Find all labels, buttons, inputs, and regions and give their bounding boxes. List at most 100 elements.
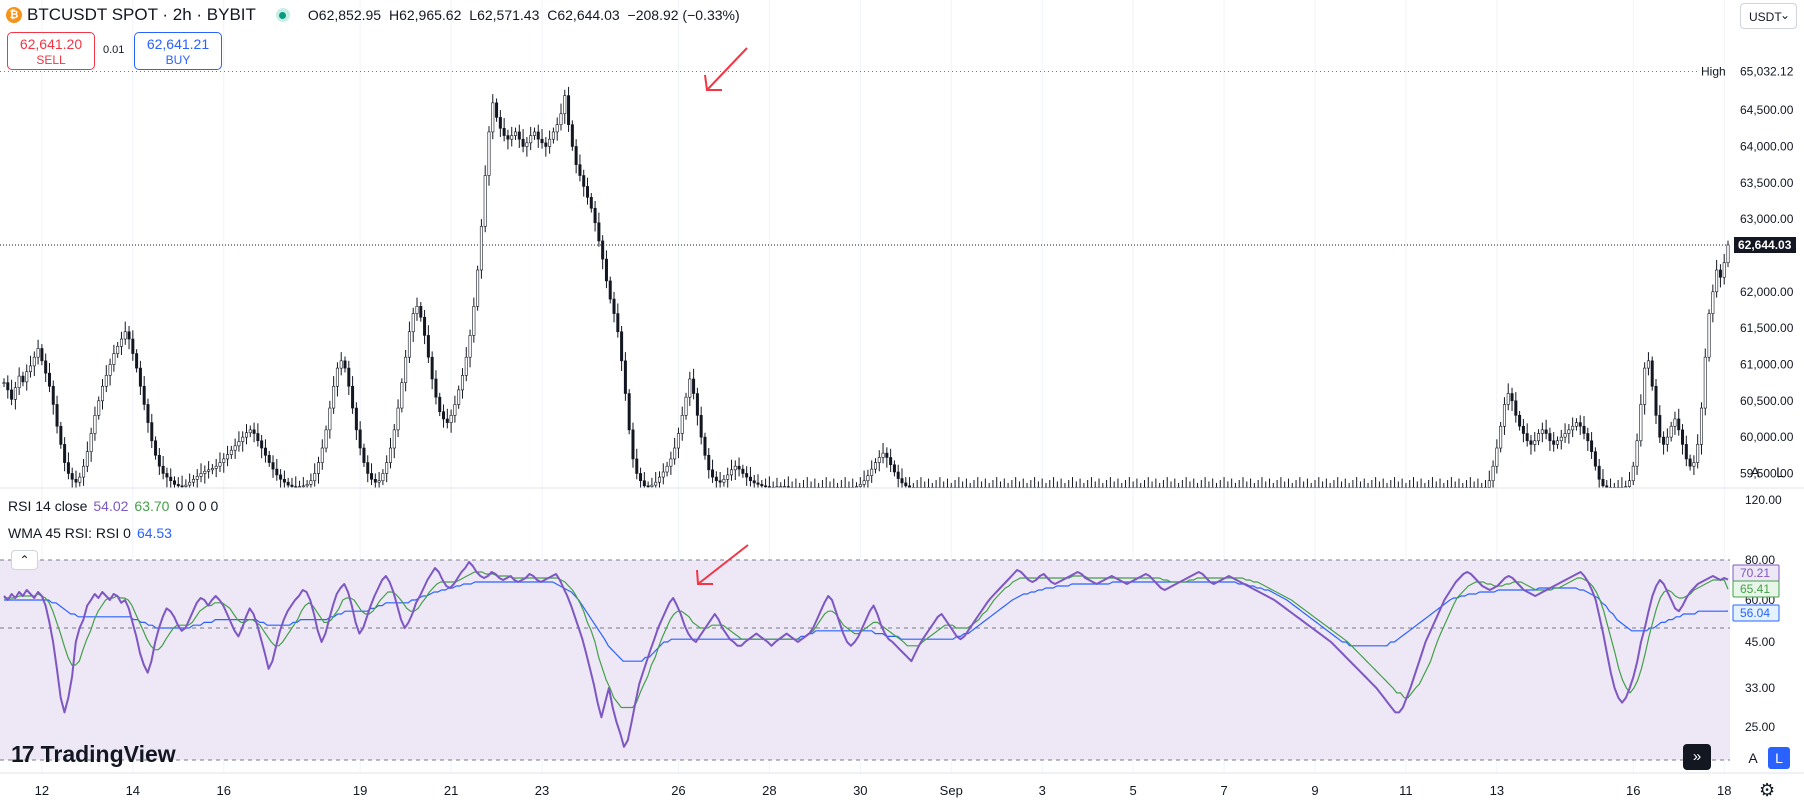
- tradingview-logo[interactable]: 17 TradingView: [11, 741, 176, 768]
- rsi-last-value: 70.21: [1740, 566, 1770, 580]
- time-axis-tick: 23: [535, 783, 549, 798]
- tradingview-logo-icon: 17: [11, 741, 35, 767]
- time-axis-tick: 16: [217, 783, 231, 798]
- price-axis-tick: 64,000.00: [1740, 139, 1794, 153]
- candle-body: [559, 113, 563, 125]
- candle-body: [108, 364, 112, 376]
- candle-body: [870, 468, 874, 476]
- chevron-down-icon: ⌄: [1779, 8, 1790, 22]
- candle-body: [673, 447, 677, 460]
- price-auto-scale-button[interactable]: A: [1750, 464, 1760, 480]
- candle-body: [1552, 440, 1556, 445]
- candle-body: [407, 331, 411, 358]
- candle-body: [404, 356, 408, 383]
- candle-body: [586, 186, 590, 198]
- candle-body: [1567, 429, 1571, 434]
- candle-body: [514, 131, 518, 136]
- candle-body: [74, 478, 78, 483]
- candle-body: [1601, 478, 1605, 487]
- candle-body: [684, 396, 688, 416]
- candle-body: [6, 382, 10, 391]
- annotation-arrow-rsi[interactable]: [696, 544, 749, 585]
- candle-body: [256, 433, 260, 442]
- candle-body: [1574, 422, 1578, 427]
- candle-body: [207, 469, 211, 472]
- time-axis[interactable]: 12 14 16 19 21 23 26 28 30 Sep 3 5 7 9 11 13 16 18: [35, 783, 1732, 798]
- rsi-series: [3, 561, 1729, 748]
- candle-body: [1563, 433, 1567, 438]
- candle-body: [529, 135, 533, 144]
- wma-legend[interactable]: WMA 45 RSI: RSI 0 64.53: [8, 525, 172, 541]
- rsi-axis[interactable]: 120.0080.0060.0045.0033.0025.0070.2165.4…: [1732, 493, 1782, 734]
- candle-body: [305, 484, 309, 487]
- candle-body: [203, 470, 207, 474]
- candle-body: [1590, 440, 1594, 452]
- tradingview-wordmark: TradingView: [40, 741, 176, 767]
- candle-body: [680, 415, 684, 434]
- candle-body: [570, 124, 574, 147]
- candle-body: [532, 131, 536, 136]
- candle-body: [1699, 407, 1703, 445]
- collapse-legend-button[interactable]: ⌃: [11, 550, 38, 570]
- currency-select[interactable]: USDT ⌄: [1740, 3, 1797, 29]
- annotation-arrow-price[interactable]: [704, 47, 748, 91]
- rsi-ma-legend-value: 63.70: [134, 498, 170, 514]
- candle-body: [438, 396, 442, 412]
- candle-body: [233, 445, 237, 451]
- rsi-log-scale-button[interactable]: L: [1768, 747, 1790, 769]
- candle-body: [1571, 425, 1575, 431]
- candle-body: [904, 482, 908, 487]
- candle-body: [1688, 458, 1692, 467]
- candle-body: [290, 484, 294, 487]
- rsi-auto-scale-button[interactable]: A: [1748, 750, 1758, 766]
- price-axis[interactable]: 64,500.00 64,000.00 63,500.00 63,000.00 62,0…: [1701, 64, 1796, 480]
- candle-body: [29, 365, 33, 373]
- rsi-ma-line: [4, 571, 1729, 709]
- candle-body: [707, 454, 711, 471]
- candle-body: [199, 473, 203, 477]
- candle-body: [1529, 440, 1533, 445]
- candle-body: [40, 348, 44, 362]
- buy-button[interactable]: 62,641.21 BUY: [134, 32, 222, 70]
- candle-body: [188, 481, 192, 486]
- candle-body: [226, 454, 230, 460]
- open-value: O62,852.95: [307, 7, 382, 23]
- candle-body: [517, 131, 521, 140]
- candle-body: [540, 138, 544, 144]
- candle-body: [44, 360, 48, 374]
- candle-body: [1597, 465, 1601, 480]
- candle-body: [711, 469, 715, 478]
- candle-body: [745, 473, 749, 478]
- symbol-title[interactable]: BTCUSDT SPOT · 2h · BYBIT: [27, 5, 256, 24]
- last-price-value: 62,644.03: [1738, 238, 1792, 252]
- candle-body: [271, 462, 275, 470]
- time-axis-tick: 5: [1130, 783, 1137, 798]
- rsi-title: RSI 14 close: [8, 498, 88, 514]
- go-to-realtime-button[interactable]: »: [1683, 744, 1711, 770]
- candle-body: [51, 385, 55, 405]
- candle-body: [146, 404, 150, 423]
- gear-icon[interactable]: ⚙: [1759, 780, 1776, 800]
- price-axis-tick: 60,500.00: [1740, 394, 1794, 408]
- candle-body: [301, 485, 305, 488]
- candle-body: [70, 473, 74, 480]
- candle-body: [214, 465, 218, 469]
- candle-body: [639, 473, 643, 482]
- wma-title: WMA 45 RSI: RSI 0: [8, 525, 131, 541]
- candlestick-series: [2, 86, 1730, 488]
- candle-body: [150, 422, 154, 442]
- candle-body: [506, 135, 510, 140]
- candle-body: [165, 473, 169, 478]
- price-log-scale-button[interactable]: L: [1776, 464, 1784, 480]
- candle-body: [862, 480, 866, 485]
- candle-body: [676, 433, 680, 449]
- candle-body: [286, 481, 290, 486]
- candle-body: [154, 440, 158, 456]
- sell-button[interactable]: 62,641.20 SELL: [7, 32, 95, 70]
- candle-body: [593, 207, 597, 224]
- candle-body: [1544, 429, 1548, 434]
- candle-body: [779, 486, 783, 488]
- candle-body: [714, 476, 718, 482]
- rsi-legend[interactable]: RSI 14 close 54.02 63.70 0 0 0 0: [8, 498, 218, 514]
